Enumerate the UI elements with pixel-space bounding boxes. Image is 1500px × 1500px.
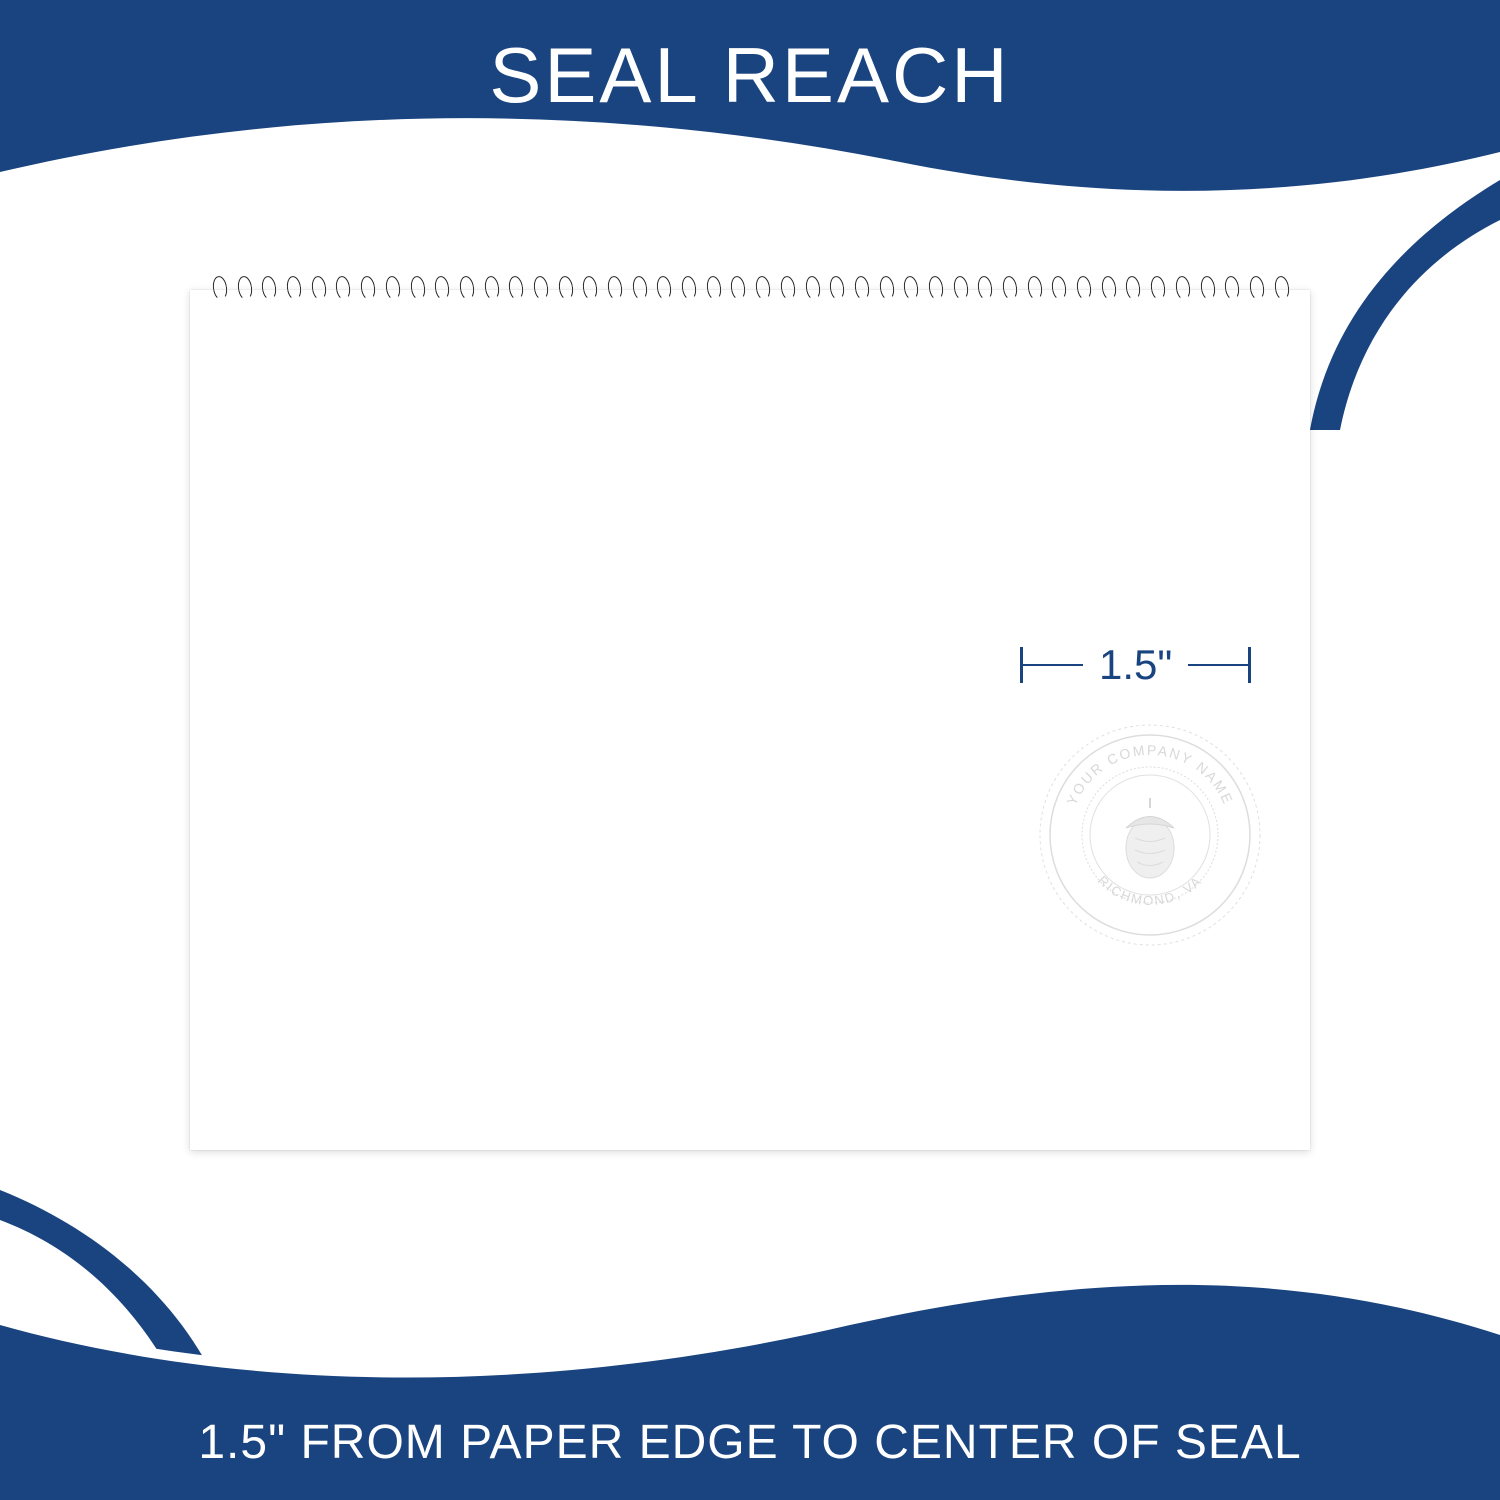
footer-caption: 1.5" FROM PAPER EDGE TO CENTER OF SEAL (0, 1415, 1500, 1470)
spiral-loop (901, 276, 919, 304)
measure-line-left (1023, 664, 1083, 666)
measure-bracket-right (1248, 647, 1251, 683)
spiral-loop (432, 276, 450, 304)
footer-bar: 1.5" FROM PAPER EDGE TO CENTER OF SEAL (0, 1385, 1500, 1500)
spiral-loop (1074, 276, 1092, 304)
notepad: 1.5" YOUR COMPANY NAME RICHMOND, VA (190, 290, 1310, 1150)
measure-line-right (1188, 664, 1248, 666)
measure-label: 1.5" (1083, 641, 1188, 689)
spiral-loop (1148, 276, 1166, 304)
spiral-loop (926, 276, 944, 304)
spiral-loop (210, 276, 228, 304)
spiral-loop (1123, 276, 1141, 304)
spiral-loop (605, 276, 623, 304)
spiral-loop (778, 276, 796, 304)
spiral-loop (259, 276, 277, 304)
embossed-seal: YOUR COMPANY NAME RICHMOND, VA (1035, 720, 1265, 950)
spiral-loop (383, 276, 401, 304)
spiral-loop (1173, 276, 1191, 304)
spiral-loop (531, 276, 549, 304)
spiral-loop (556, 276, 574, 304)
spiral-loop (679, 276, 697, 304)
spiral-loop (457, 276, 475, 304)
spiral-loop (1049, 276, 1067, 304)
spiral-loop (654, 276, 672, 304)
measurement-indicator: 1.5" (1020, 640, 1280, 690)
spiral-loop (284, 276, 302, 304)
spiral-loop (358, 276, 376, 304)
spiral-loop (951, 276, 969, 304)
spiral-loop (704, 276, 722, 304)
spiral-binding (210, 276, 1290, 306)
spiral-loop (877, 276, 895, 304)
spiral-loop (753, 276, 771, 304)
spiral-loop (1000, 276, 1018, 304)
spiral-loop (309, 276, 327, 304)
spiral-loop (235, 276, 253, 304)
spiral-loop (1099, 276, 1117, 304)
spiral-loop (1222, 276, 1240, 304)
spiral-loop (333, 276, 351, 304)
spiral-loop (1247, 276, 1265, 304)
spiral-loop (1198, 276, 1216, 304)
spiral-loop (975, 276, 993, 304)
spiral-loop (580, 276, 598, 304)
spiral-loop (852, 276, 870, 304)
spiral-loop (803, 276, 821, 304)
spiral-loop (827, 276, 845, 304)
spiral-loop (630, 276, 648, 304)
spiral-loop (506, 276, 524, 304)
spiral-loop (482, 276, 500, 304)
spiral-loop (408, 276, 426, 304)
spiral-loop (728, 276, 746, 304)
spiral-loop (1025, 276, 1043, 304)
swoosh-bottom (0, 1260, 1500, 1400)
spiral-loop (1272, 276, 1290, 304)
